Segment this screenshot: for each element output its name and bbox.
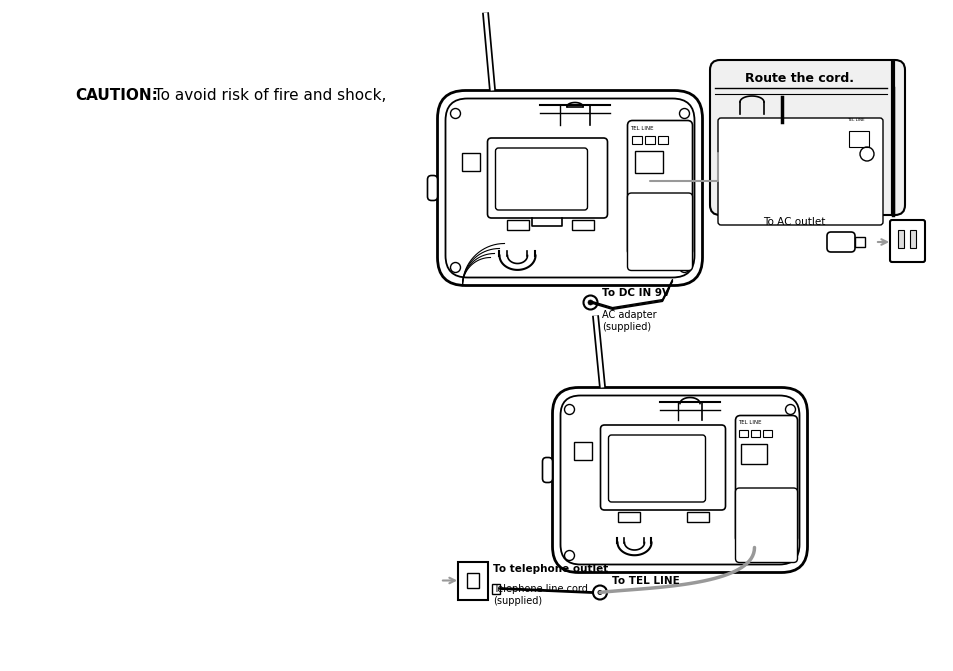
Bar [909,230,915,248]
Bar [572,220,594,230]
FancyBboxPatch shape [826,232,854,252]
FancyBboxPatch shape [627,121,692,256]
Bar [492,584,499,594]
FancyBboxPatch shape [608,435,705,502]
FancyBboxPatch shape [718,118,882,225]
Text: TEL LINE: TEL LINE [630,125,654,130]
Bar [848,131,868,147]
Bar [457,562,488,599]
Text: To AC outlet: To AC outlet [761,217,824,227]
Bar [658,136,668,144]
Circle shape [587,300,593,305]
Text: CAUTION:: CAUTION: [75,87,157,103]
Text: To TEL LINE: To TEL LINE [612,576,679,586]
FancyBboxPatch shape [437,91,701,285]
Bar [897,230,903,248]
Bar [635,150,662,172]
Bar [751,429,760,437]
FancyBboxPatch shape [445,99,694,278]
Circle shape [597,590,602,595]
FancyBboxPatch shape [427,176,437,201]
FancyBboxPatch shape [495,148,587,210]
FancyBboxPatch shape [627,193,692,270]
FancyBboxPatch shape [735,415,797,542]
Text: Route the cord.: Route the cord. [744,72,853,85]
Text: AC adapter
(supplied): AC adapter (supplied) [602,311,657,332]
FancyBboxPatch shape [560,395,799,564]
Text: Telephone line cord
(supplied): Telephone line cord (supplied) [493,584,587,606]
Text: To DC IN 9V: To DC IN 9V [602,289,670,299]
Bar [462,153,480,171]
FancyBboxPatch shape [889,220,924,262]
Bar [645,136,655,144]
FancyBboxPatch shape [709,60,904,215]
FancyBboxPatch shape [552,387,806,572]
Bar [687,512,709,522]
Bar [740,444,767,464]
FancyBboxPatch shape [542,458,552,482]
Bar [762,429,772,437]
FancyBboxPatch shape [735,488,797,562]
FancyBboxPatch shape [487,138,607,218]
Bar [618,512,639,522]
Text: TEL LINE: TEL LINE [738,421,761,425]
Text: To telephone outlet: To telephone outlet [493,564,608,574]
Text: TEL LINE: TEL LINE [846,118,863,122]
Bar [739,429,748,437]
Bar [632,136,641,144]
Bar [854,237,864,247]
Bar [507,220,529,230]
Text: To avoid risk of fire and shock,: To avoid risk of fire and shock, [149,87,386,103]
FancyBboxPatch shape [599,425,724,510]
Bar [467,572,478,588]
Bar [574,442,592,460]
